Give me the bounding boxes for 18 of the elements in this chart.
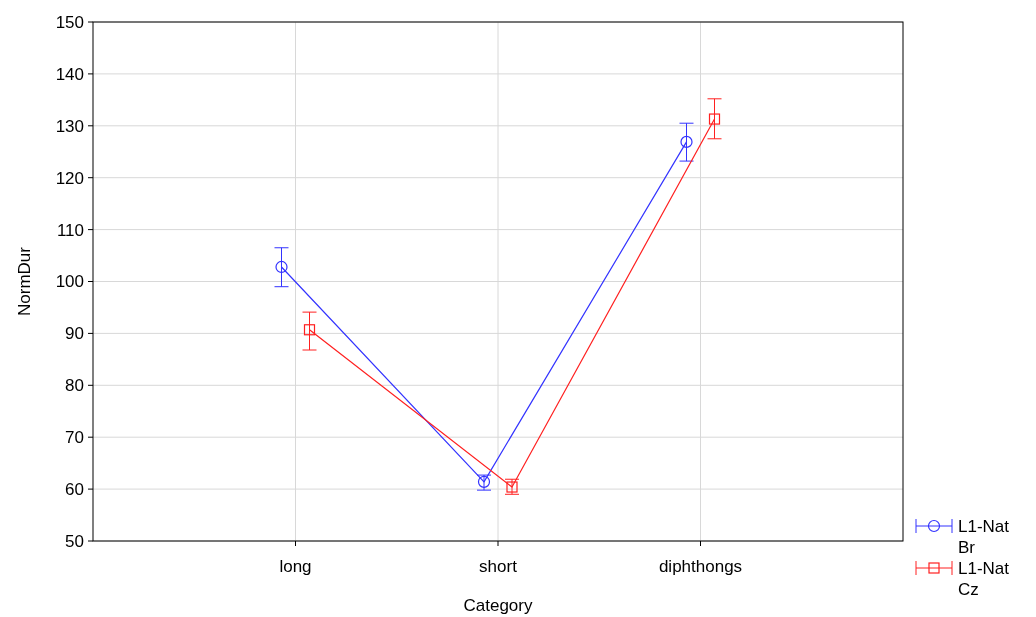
x-tick-label: diphthongs [658,557,743,576]
y-tick-label: 130 [55,116,84,136]
y-tick-label: 120 [55,168,84,188]
y-tick-label: 70 [65,428,84,448]
y-tick-label: 80 [65,376,84,396]
x-tick-label: long [279,557,312,576]
y-tick-label: 110 [56,220,84,240]
y-tick-label: 100 [55,272,84,292]
y-tick-label: 60 [65,480,84,500]
legend-label: L1-Nat Cz [958,559,1010,600]
y-tick-label: 90 [65,324,84,344]
x-tick-label: short [479,557,518,576]
y-tick-label: 50 [65,531,84,551]
x-axis-title: Category [463,596,533,615]
legend-label: L1-Nat Br [958,517,1010,558]
y-tick-label: 150 [55,12,84,32]
y-axis-title: NormDur [15,246,34,316]
y-tick-label: 140 [55,64,84,84]
